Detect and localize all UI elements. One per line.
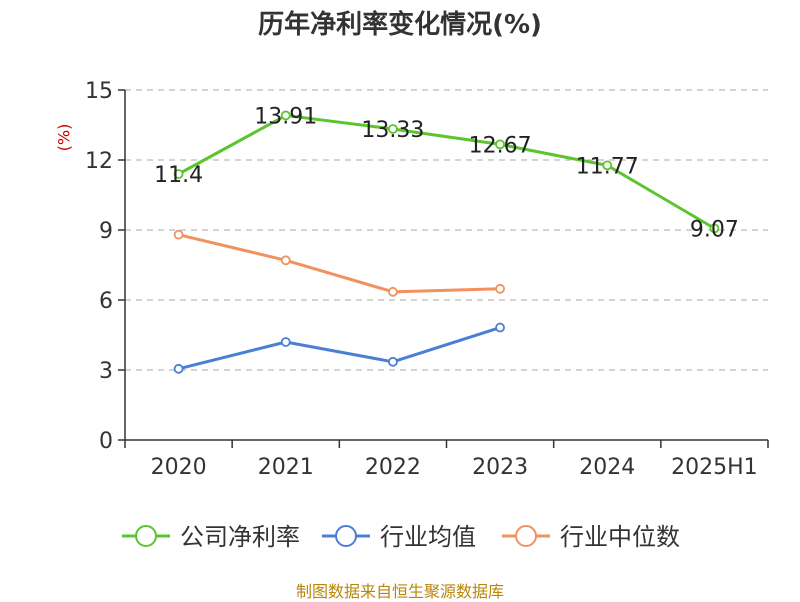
data-point (388, 286, 398, 297)
chart-title: 历年净利率变化情况(%) (258, 10, 542, 40)
data-point (709, 223, 720, 234)
y-tick-label: 15 (85, 79, 113, 104)
data-label: 11.4 (154, 163, 203, 188)
data-point (173, 363, 184, 374)
y-tick-label: 9 (99, 219, 113, 244)
source-note: 制图数据来自恒生聚源数据库 (295, 582, 504, 601)
data-point (495, 283, 505, 294)
legend-item: 行业均值 (322, 523, 476, 551)
x-tick-label: 2020 (151, 455, 207, 480)
series-group (173, 110, 720, 374)
data-point (388, 124, 398, 134)
legend-label: 行业中位数 (560, 523, 680, 551)
x-tick-label: 2023 (472, 455, 528, 480)
y-tick-label: 0 (99, 429, 113, 454)
series-line-0 (177, 113, 716, 230)
legend-item: 公司净利率 (122, 523, 300, 551)
data-point (602, 160, 613, 171)
grid-lines (125, 89, 768, 371)
axes: 0 3 6 9 12 15 2020 2021 2022 2023 2024 2025H1 (85, 79, 769, 480)
y-tick-label: 6 (99, 289, 113, 314)
x-tick-label: 2021 (258, 455, 314, 480)
data-point (280, 110, 291, 121)
data-point (280, 337, 291, 347)
data-point (388, 356, 398, 367)
data-label: 12.67 (469, 133, 532, 158)
data-label: 11.77 (576, 154, 639, 179)
y-tick-label: 3 (99, 359, 113, 384)
data-point (173, 229, 184, 240)
x-tick-label: 2022 (365, 455, 421, 480)
series-line-2 (178, 233, 501, 294)
x-tick-label: 2025H1 (671, 455, 758, 480)
legend-swatch-marker (335, 525, 357, 547)
x-tick-label: 2024 (579, 455, 635, 480)
legend-item: 行业中位数 (502, 523, 680, 551)
data-label: 13.33 (361, 118, 424, 143)
data-point (495, 322, 505, 333)
data-point (173, 169, 184, 179)
data-point (280, 255, 291, 266)
y-tick-label: 12 (85, 149, 113, 174)
data-point (495, 139, 505, 150)
series-line-1 (178, 326, 501, 371)
legend-label: 行业均值 (380, 523, 476, 551)
legend-label: 公司净利率 (180, 523, 300, 551)
legend: 公司净利率 行业均值 行业中位数 (122, 523, 680, 551)
legend-swatch-marker (515, 525, 537, 547)
data-label: 13.91 (254, 104, 317, 129)
legend-swatch-marker (135, 525, 157, 547)
data-label: 9.07 (690, 217, 739, 242)
data-labels: 11.4 13.91 13.33 12.67 11.77 9.07 (154, 104, 739, 242)
